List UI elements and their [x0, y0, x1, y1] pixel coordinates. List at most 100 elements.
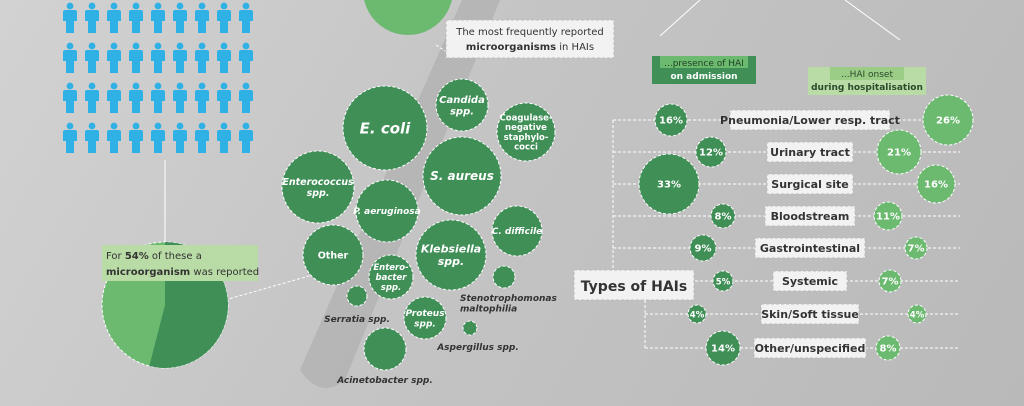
hai-type-box [760, 303, 860, 325]
hai-row-4: Gastrointestinal 9% 7% [689, 234, 928, 262]
person-icon [173, 2, 187, 33]
onset-circle [875, 335, 901, 361]
person-icon [239, 122, 253, 153]
person-icon [63, 122, 77, 153]
bubble-label: Serratia spp. [324, 315, 390, 325]
bubble-8: Other [302, 224, 364, 286]
person-icon [129, 2, 143, 33]
hai-row-0: Pneumonia/Lower resp. tract 16% 26% [654, 94, 974, 146]
admission-value: 5% [716, 278, 731, 288]
bubble-label: Proteus [405, 309, 445, 319]
bubble-circle [355, 179, 419, 243]
hai-type-label: Gastrointestinal [760, 242, 860, 255]
bubble-circle [403, 296, 447, 340]
onset-circle [916, 164, 956, 204]
admission-value: 12% [699, 148, 723, 159]
person-icon [85, 42, 99, 73]
onset-value: 8% [880, 344, 897, 355]
bubble-label: S. aureus [430, 169, 494, 183]
onset-value: 16% [924, 180, 948, 191]
bubble-3: S. aureus [422, 136, 502, 216]
bubble-circle [435, 78, 489, 132]
bubble-circle [363, 327, 407, 371]
person-icon [239, 82, 253, 113]
hai-type-label: Surgical site [771, 178, 848, 191]
onset-value: 11% [876, 212, 900, 223]
onset-circle [907, 304, 927, 324]
hai-type-box [729, 109, 891, 131]
admission-circle [695, 136, 727, 168]
micro-title-box [445, 19, 615, 59]
bubble-label: cocci [514, 143, 538, 153]
bubble-circle [302, 224, 364, 286]
bubble-circle [281, 150, 355, 224]
person-icon [107, 82, 121, 113]
bubble-label: bacter [376, 273, 408, 283]
person-icon [129, 122, 143, 153]
hai-type-box [753, 337, 867, 359]
onset-value: 26% [936, 116, 960, 127]
onset-circle [904, 236, 928, 260]
bubble-label: spp. [450, 106, 474, 117]
pie-note-line1: For 54% of these a [106, 251, 202, 262]
person-icon [129, 42, 143, 73]
hai-row-7: Other/unspecified 14% 8% [705, 330, 901, 366]
admission-value: 16% [659, 116, 683, 127]
hai-type-label: Other/unspecified [755, 342, 866, 355]
micro-title-line1: The most frequently reported [455, 27, 604, 38]
admission-circle [638, 153, 700, 215]
hai-row-1: Urinary tract 12% 21% [695, 129, 922, 175]
bubble-label: Coagulase- [500, 113, 553, 123]
person-icon [151, 122, 165, 153]
bubble-circle [422, 136, 502, 216]
person-icon [173, 82, 187, 113]
microorganism-bubbles: E. coliCandidaspp.Coagulase-negativestap… [281, 78, 557, 386]
admission-value: 4% [690, 311, 705, 321]
bubble-circle [496, 102, 556, 162]
bubble-label: Candida [439, 95, 485, 106]
hai-type-box [754, 237, 866, 259]
bubble-label: staphylo- [504, 133, 549, 143]
hai-type-label: Urinary tract [770, 146, 850, 159]
bubble-label: negative [505, 123, 547, 133]
admission-circle [710, 203, 736, 229]
admission-label-line1: ...presence of HAI [664, 59, 744, 69]
onset-label-top [830, 67, 904, 80]
person-icon [63, 82, 77, 113]
bubble-label: Other [318, 250, 349, 261]
onset-value: 21% [887, 148, 911, 159]
person-icon [195, 42, 209, 73]
hai-row-5: Systemic 5% 7% [712, 269, 902, 293]
person-icon [107, 122, 121, 153]
admission-circle [654, 103, 688, 137]
bubble-circle [346, 285, 368, 307]
person-icon [63, 42, 77, 73]
hai-type-box [772, 270, 848, 292]
bubble-6: C. difficile [491, 205, 543, 257]
onset-value: 7% [908, 244, 925, 255]
bubble-label: spp. [414, 319, 436, 329]
person-icon [239, 42, 253, 73]
person-icon [85, 2, 99, 33]
person-icon [107, 2, 121, 33]
bubble-label: spp. [307, 188, 330, 199]
onset-value: 4% [910, 311, 925, 321]
admission-circle [705, 330, 741, 366]
bubble-label: Klebsiella [421, 243, 481, 256]
bubble-0: E. coli [342, 85, 428, 171]
admission-circle [689, 234, 717, 262]
onset-circle [878, 269, 902, 293]
bubble-5: P. aeruginosa [353, 179, 421, 243]
bubble-13: Aspergillus spp. [436, 320, 519, 353]
connector-line [659, 0, 701, 37]
person-icon [173, 122, 187, 153]
admission-value: 14% [711, 344, 735, 355]
person-icon [195, 82, 209, 113]
bubble-label: Stenotrophomonas [460, 294, 557, 304]
bubble-11: Serratia spp. [324, 285, 390, 325]
admission-value: 9% [695, 244, 712, 255]
hai-type-label: Pneumonia/Lower resp. tract [720, 114, 900, 127]
